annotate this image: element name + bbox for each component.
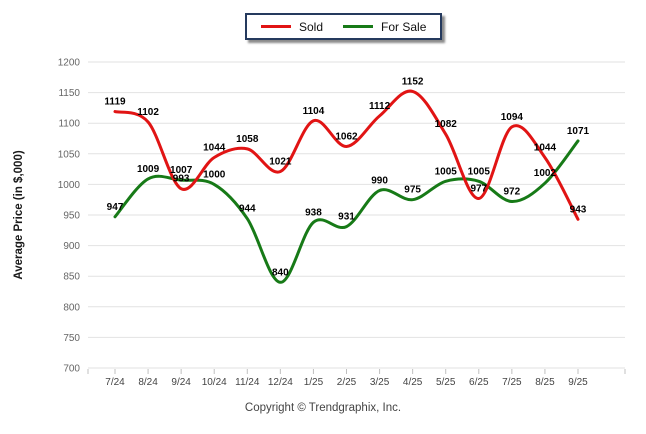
- svg-text:1/25: 1/25: [304, 377, 324, 388]
- svg-text:900: 900: [63, 241, 80, 252]
- svg-text:8/25: 8/25: [535, 377, 555, 388]
- svg-text:2/25: 2/25: [337, 377, 357, 388]
- svg-text:700: 700: [63, 364, 80, 375]
- svg-text:1021: 1021: [269, 157, 292, 168]
- svg-text:1050: 1050: [58, 149, 81, 160]
- svg-text:1009: 1009: [137, 164, 160, 175]
- svg-text:1094: 1094: [501, 112, 524, 123]
- svg-text:1119: 1119: [104, 97, 126, 108]
- y-axis-tick-labels: 700 750 800 850 900 950 1000 1050 1100 1150 1200: [58, 58, 81, 375]
- svg-text:931: 931: [338, 212, 355, 223]
- svg-text:1000: 1000: [58, 180, 81, 191]
- svg-text:1100: 1100: [58, 119, 80, 130]
- svg-text:9/24: 9/24: [171, 377, 191, 388]
- chart-legend: Sold For Sale: [245, 13, 443, 40]
- legend-label-for-sale: For Sale: [381, 19, 427, 34]
- svg-text:1005: 1005: [468, 166, 491, 177]
- svg-text:1007: 1007: [170, 165, 193, 176]
- svg-text:750: 750: [63, 333, 80, 344]
- axis-ticks: [87, 369, 626, 374]
- legend-item-sold: Sold: [261, 20, 323, 34]
- svg-text:950: 950: [63, 211, 80, 222]
- series-lines: [113, 89, 580, 284]
- svg-text:1152: 1152: [402, 76, 424, 87]
- svg-text:1102: 1102: [137, 107, 159, 118]
- svg-text:6/25: 6/25: [469, 377, 489, 388]
- svg-text:1104: 1104: [303, 106, 325, 117]
- svg-text:1044: 1044: [534, 142, 557, 153]
- svg-text:977: 977: [470, 183, 487, 194]
- svg-text:1044: 1044: [203, 142, 226, 153]
- svg-text:10/24: 10/24: [202, 377, 227, 388]
- svg-text:1071: 1071: [567, 126, 590, 137]
- svg-text:993: 993: [173, 174, 190, 185]
- for-sale-line-swatch-icon: [343, 25, 374, 28]
- svg-text:947: 947: [107, 202, 124, 213]
- svg-text:1000: 1000: [203, 169, 226, 180]
- sold-line-swatch-icon: [261, 25, 291, 28]
- for-sale-line: [113, 139, 580, 284]
- svg-text:800: 800: [63, 302, 80, 313]
- svg-text:8/24: 8/24: [138, 377, 158, 388]
- svg-text:1002: 1002: [534, 168, 557, 179]
- svg-text:990: 990: [371, 176, 388, 187]
- svg-text:850: 850: [63, 272, 80, 283]
- svg-text:975: 975: [404, 185, 421, 196]
- svg-text:938: 938: [305, 207, 322, 218]
- svg-text:1082: 1082: [435, 119, 458, 130]
- legend-label-sold: Sold: [299, 19, 324, 34]
- svg-text:840: 840: [272, 267, 289, 278]
- svg-text:7/25: 7/25: [502, 377, 522, 388]
- sold-line: [113, 89, 580, 221]
- svg-text:1062: 1062: [335, 131, 358, 142]
- svg-text:12/24: 12/24: [268, 377, 293, 388]
- legend-item-for-sale: For Sale: [343, 20, 426, 34]
- svg-text:5/25: 5/25: [436, 377, 456, 388]
- svg-text:3/25: 3/25: [370, 377, 390, 388]
- svg-text:1200: 1200: [58, 58, 81, 69]
- svg-text:7/24: 7/24: [105, 377, 125, 388]
- x-axis-tick-labels: 7/24 8/24 9/24 10/24 11/24 12/24 1/25 2/25 3/25 4…: [105, 377, 588, 388]
- y-axis-title: Average Price (in $,000): [13, 150, 25, 280]
- svg-text:944: 944: [239, 204, 256, 215]
- svg-text:943: 943: [570, 204, 587, 215]
- svg-text:1112: 1112: [369, 101, 391, 112]
- copyright-text: Copyright © Trendgraphix, Inc.: [244, 402, 402, 414]
- svg-text:972: 972: [504, 187, 521, 198]
- svg-text:4/25: 4/25: [403, 377, 423, 388]
- svg-text:1058: 1058: [236, 134, 259, 145]
- svg-text:1150: 1150: [58, 88, 80, 99]
- data-point-labels: 947 1009 1007 1000 944 840 938 931 990 975 1005 100…: [104, 76, 589, 278]
- svg-text:9/25: 9/25: [568, 377, 588, 388]
- svg-text:11/24: 11/24: [235, 377, 260, 388]
- svg-text:1005: 1005: [435, 166, 458, 177]
